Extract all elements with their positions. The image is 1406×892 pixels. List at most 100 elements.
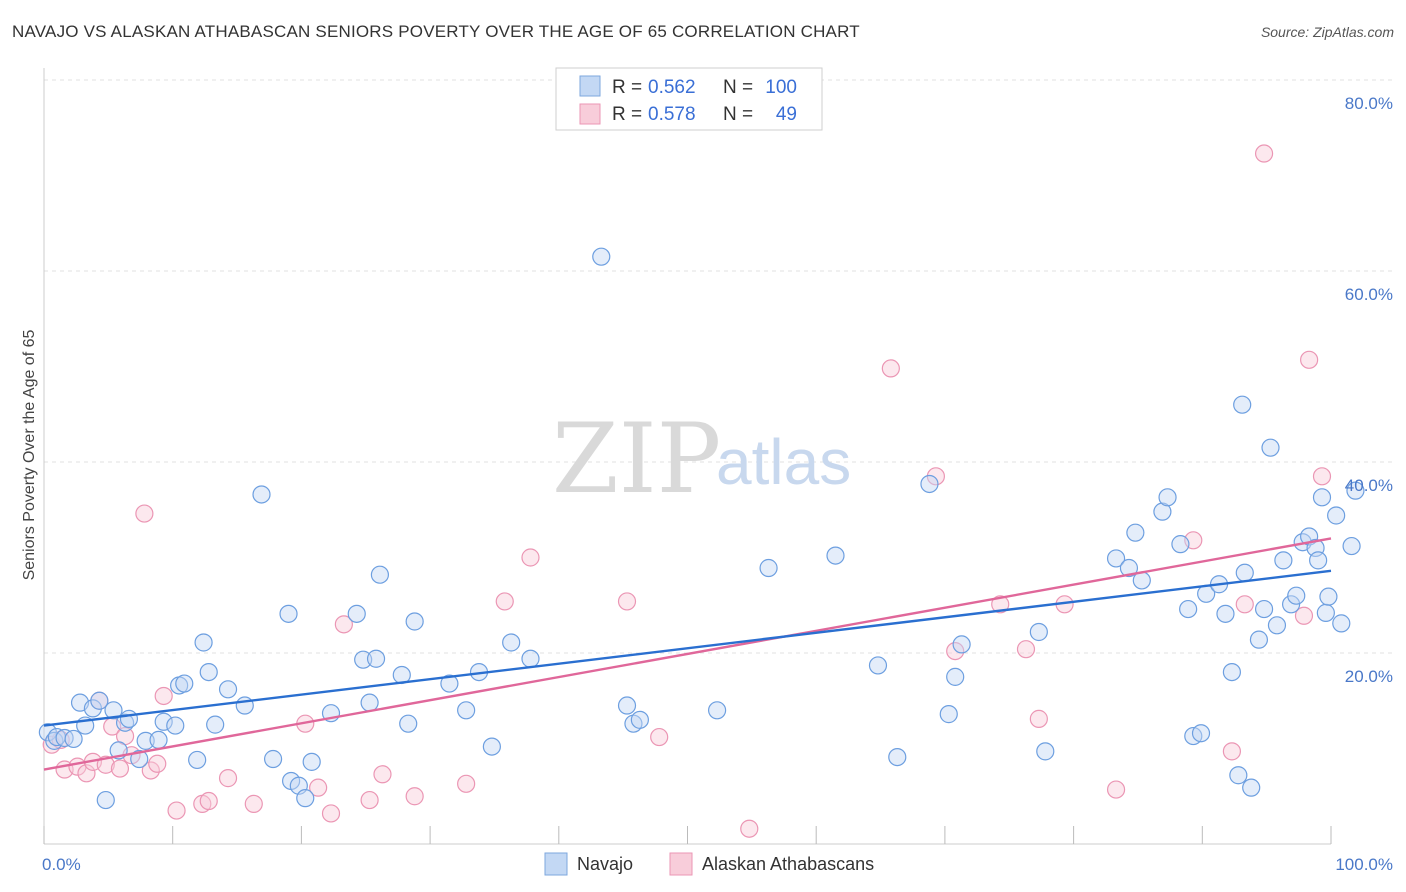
- y-tick-label: 40.0%: [1345, 476, 1393, 495]
- athabascan-point: [334, 615, 353, 634]
- source-label: Source: ZipAtlas.com: [1260, 24, 1394, 40]
- navajo-point: [868, 656, 888, 675]
- athabascan-point: [1254, 144, 1274, 163]
- bottom-legend-swatch-athabascan: [669, 852, 693, 876]
- watermark: ZIP atlas: [552, 403, 851, 515]
- athabascan-point: [495, 592, 514, 611]
- athabascan-point: [244, 794, 263, 813]
- athabascan-point: [521, 548, 540, 567]
- navajo-point: [194, 633, 213, 652]
- navajo-point: [1274, 551, 1293, 570]
- y-axis-label: Seniors Poverty Over the Age of 65: [21, 330, 38, 581]
- athabascan-point: [881, 359, 900, 378]
- watermark-zip: ZIP: [552, 403, 721, 515]
- navajo-point: [296, 789, 315, 808]
- navajo-point: [1171, 535, 1190, 554]
- axes: [43, 68, 1332, 845]
- athabascan-point: [926, 467, 945, 486]
- navajo-point: [826, 546, 845, 565]
- navajo-point: [1261, 438, 1280, 457]
- navajo-point: [347, 604, 366, 623]
- navajo-point: [708, 701, 727, 720]
- navajo-point: [1242, 778, 1261, 797]
- athabascan-point: [110, 759, 130, 778]
- navajo-point: [1029, 622, 1048, 642]
- athabascan-point: [1294, 606, 1314, 625]
- athabascan-point: [1016, 640, 1036, 659]
- navajo-point: [1216, 604, 1235, 623]
- navajo-point: [939, 705, 958, 724]
- navajo-point: [64, 729, 83, 749]
- navajo-point: [1191, 724, 1211, 743]
- navajo-points: [38, 247, 1365, 810]
- navajo-point: [218, 680, 238, 699]
- athabascan-point: [617, 592, 637, 611]
- y-tick-labels: 20.0% 40.0% 60.0% 80.0%: [1345, 94, 1393, 686]
- navajo-point: [1327, 506, 1346, 525]
- navajo-point: [188, 750, 207, 770]
- navajo-point: [482, 737, 501, 756]
- legend-r-value-2: 0.578: [648, 104, 696, 125]
- navajo-point: [1254, 599, 1274, 619]
- legend-n-label-1: N =: [723, 77, 753, 98]
- navajo-point: [96, 790, 115, 810]
- navajo-point: [279, 604, 298, 623]
- legend-box: R = 0.562 N = 100 R = 0.578 N = 49: [555, 67, 823, 131]
- athabascan-point: [309, 778, 328, 797]
- navajo-point: [206, 715, 225, 734]
- navajo-point: [366, 649, 386, 668]
- navajo-point: [888, 747, 907, 767]
- athabascan-point: [1222, 742, 1242, 761]
- athabascan-point: [405, 787, 424, 806]
- navajo-point: [457, 701, 476, 720]
- athabascan-point: [1106, 780, 1126, 799]
- navajo-point: [1332, 614, 1351, 633]
- y-tick-label: 20.0%: [1345, 667, 1393, 686]
- navajo-point: [1229, 766, 1248, 785]
- navajo-point: [521, 649, 540, 668]
- navajo-point: [370, 565, 390, 584]
- navajo-point: [154, 712, 173, 731]
- legend-r-label-2: R =: [612, 104, 642, 125]
- x-tick-labels: 0.0% 100.0%: [42, 855, 1393, 874]
- navajo-point: [405, 612, 424, 631]
- navajo-regression-line: [43, 569, 1332, 727]
- navajo-point: [1312, 488, 1332, 507]
- navajo-point: [104, 701, 123, 720]
- navajo-point: [1316, 603, 1335, 622]
- athabascan-point: [1312, 467, 1332, 486]
- navajo-point: [263, 749, 283, 769]
- navajo-point: [130, 749, 149, 769]
- athabascan-point: [740, 819, 759, 838]
- navajo-point: [90, 691, 109, 710]
- x-tick-label: 0.0%: [42, 855, 81, 874]
- navajo-point: [136, 731, 155, 750]
- regression-lines: [43, 537, 1332, 771]
- athabascan-point: [373, 765, 392, 784]
- navajo-point: [440, 674, 459, 693]
- x-tick-label: 100.0%: [1335, 855, 1393, 874]
- navajo-point: [759, 558, 778, 578]
- navajo-point: [1342, 536, 1361, 556]
- navajo-point: [1158, 488, 1177, 507]
- navajo-point: [1235, 563, 1254, 582]
- navajo-point: [1319, 587, 1338, 606]
- legend-n-label-2: N =: [723, 104, 753, 125]
- athabascan-point: [1029, 709, 1048, 728]
- athabascan-point: [650, 727, 669, 747]
- navajo-point: [166, 716, 185, 735]
- athabascan-point: [1235, 595, 1254, 614]
- navajo-point: [302, 752, 321, 771]
- athabascan-point: [199, 791, 218, 811]
- athabascan-point: [154, 686, 173, 706]
- navajo-point: [1249, 630, 1269, 649]
- bottom-legend: Navajo Alaskan Athabascans: [544, 852, 874, 876]
- navajo-point: [1153, 502, 1172, 521]
- athabascan-point: [218, 769, 238, 788]
- athabascan-regression-line: [43, 537, 1332, 771]
- athabascan-point: [96, 755, 115, 774]
- athabascan-point: [991, 595, 1010, 614]
- navajo-point: [83, 699, 103, 718]
- athabascan-points: [42, 144, 1332, 838]
- chart-title: NAVAJO VS ALASKAN ATHABASCAN SENIORS POV…: [12, 22, 860, 41]
